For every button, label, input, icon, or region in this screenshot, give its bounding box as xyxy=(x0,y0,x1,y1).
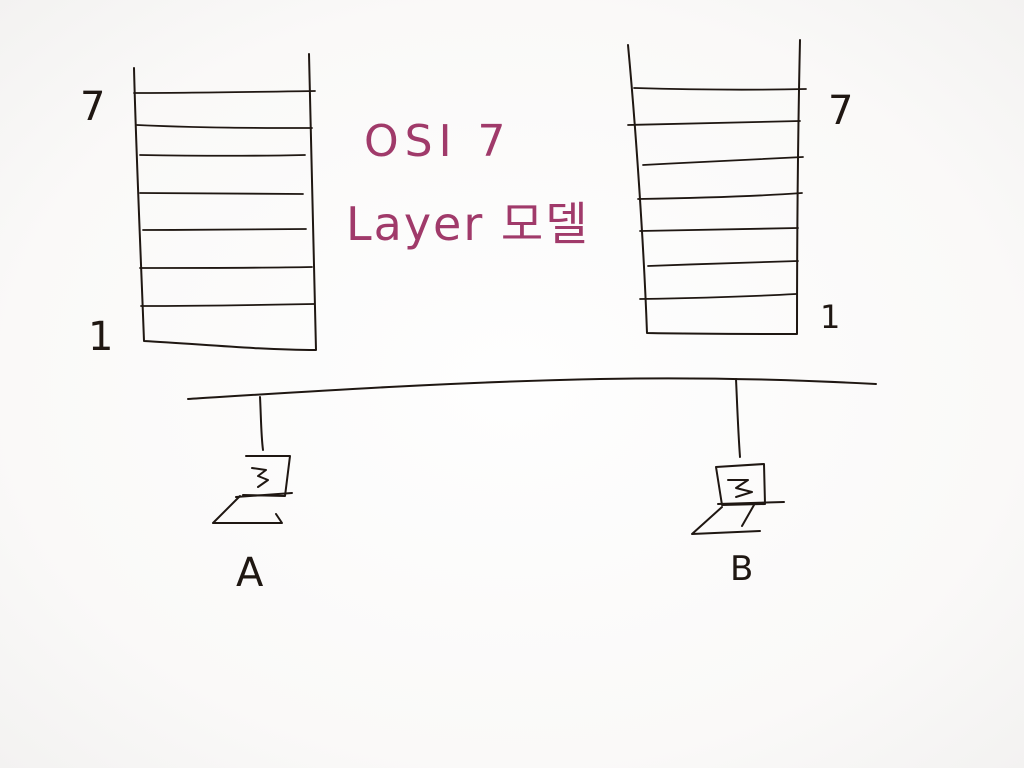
right-stack-layer-line xyxy=(647,260,799,267)
host-a: A xyxy=(212,455,293,596)
diagram-title: OSI 7 Layer 모델 xyxy=(346,116,590,251)
network-bus-line xyxy=(187,377,877,400)
right-osi-stack: 7 1 xyxy=(627,39,853,336)
right-stack-layer-line xyxy=(642,156,804,166)
laptop-icon xyxy=(212,455,293,524)
right-stack-top-label: 7 xyxy=(828,88,853,134)
left-stack-layer-line xyxy=(136,124,313,129)
left-stack-layer-line xyxy=(140,303,315,307)
title-line-2: Layer 모델 xyxy=(346,197,590,251)
laptop-icon xyxy=(691,463,785,535)
left-stack-layer-line xyxy=(139,266,313,269)
host-a-drop-line xyxy=(259,396,264,451)
host-a-label: A xyxy=(236,550,264,596)
left-stack-layer-line xyxy=(139,154,306,157)
host-b-drop-line xyxy=(735,378,741,458)
host-b: B xyxy=(691,463,785,589)
right-stack-layer-line xyxy=(639,293,797,300)
right-stack-outline xyxy=(627,39,801,335)
left-stack-layer-line xyxy=(142,228,307,231)
right-stack-layer-line xyxy=(633,87,807,91)
left-osi-stack: 7 1 xyxy=(80,53,317,360)
right-stack-layer-line xyxy=(637,192,803,200)
right-stack-layer-line xyxy=(627,120,801,126)
left-stack-top-label: 7 xyxy=(80,84,105,130)
right-stack-layer-line xyxy=(639,227,799,232)
left-stack-bottom-label: 1 xyxy=(88,314,113,360)
title-line-1: OSI 7 xyxy=(364,116,512,167)
left-stack-layer-line xyxy=(133,90,316,94)
left-stack-outline xyxy=(133,53,317,351)
right-stack-bottom-label: 1 xyxy=(820,298,840,336)
left-stack-layer-line xyxy=(139,192,304,195)
host-b-label: B xyxy=(730,549,753,589)
network-bus xyxy=(187,377,877,458)
